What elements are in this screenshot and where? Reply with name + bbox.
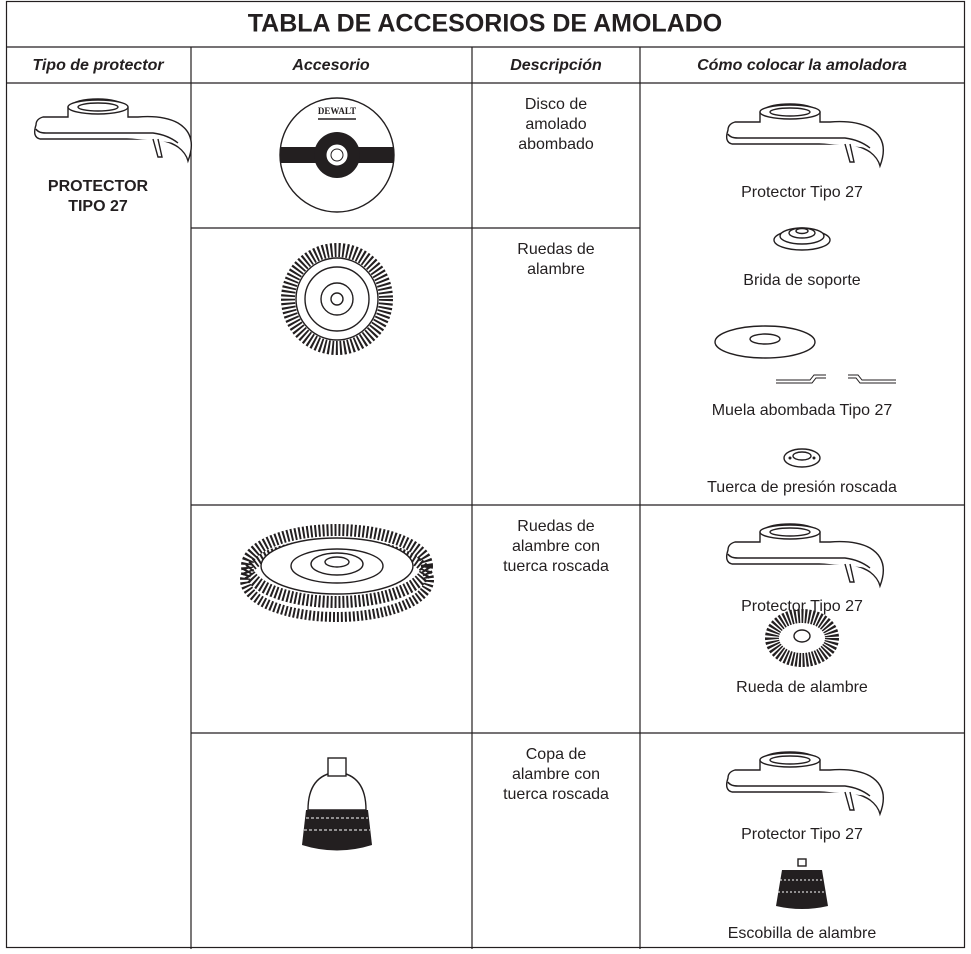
description: alambre con (512, 766, 600, 783)
description: alambre con (512, 538, 600, 555)
wire-wheel-small-illustration (765, 609, 839, 667)
description: Copa de (526, 746, 587, 763)
table-title: TABLA DE ACCESORIOS DE AMOLADO (248, 10, 723, 38)
column-header: Tipo de protector (32, 57, 164, 74)
brand-logo: DEWALT (318, 106, 356, 116)
guard-illustration (725, 523, 885, 587)
wire-wheel-illustration (281, 243, 393, 355)
description: tuerca roscada (503, 558, 609, 575)
mounting-part: Protector Tipo 27 (741, 598, 863, 615)
description: abombado (518, 136, 594, 153)
disc-illustration: DEWALT (279, 97, 395, 213)
guard-illustration (725, 751, 885, 815)
mounting-part: Rueda de alambre (736, 679, 868, 696)
column-header: Cómo colocar la amoladora (697, 57, 907, 74)
column-header: Accesorio (291, 57, 370, 74)
column-header: Descripción (510, 57, 602, 74)
guard-illustration (725, 103, 885, 167)
depressed-wheel-illustration (714, 325, 896, 384)
description: Ruedas de (517, 241, 594, 258)
backing-flange-illustration (773, 227, 831, 251)
mounting-part: Protector Tipo 27 (741, 826, 863, 843)
clamp-nut-illustration (783, 448, 821, 468)
mounting-part: Tuerca de presión roscada (707, 479, 897, 496)
description: Disco de (525, 96, 587, 113)
guard-type: TIPO 27 (68, 198, 128, 215)
table-rules (5, 0, 966, 949)
mounting-part: Muela abombada Tipo 27 (712, 402, 893, 419)
wire-wheel-nut-illustration (240, 524, 434, 622)
mounting-part: Escobilla de alambre (728, 925, 877, 942)
guard-illustration (33, 98, 193, 162)
description: Ruedas de (517, 518, 594, 535)
mounting-part: Protector Tipo 27 (741, 184, 863, 201)
mounting-part: Brida de soporte (743, 272, 861, 289)
cup-brush-illustration (302, 757, 372, 851)
cup-brush-small-illustration (776, 858, 828, 909)
description: tuerca roscada (503, 786, 609, 803)
description: amolado (525, 116, 586, 133)
guard-type: PROTECTOR (48, 178, 149, 195)
description: alambre (527, 261, 585, 278)
